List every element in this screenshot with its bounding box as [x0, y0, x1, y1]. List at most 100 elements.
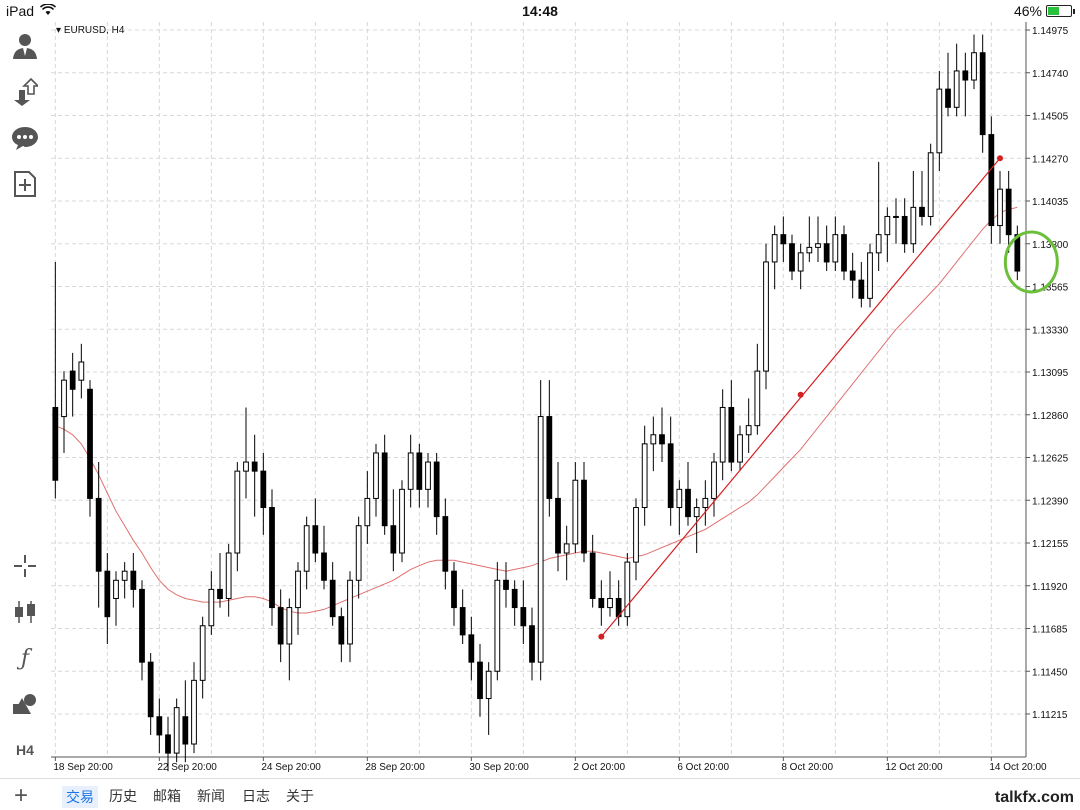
candle-body [893, 215, 899, 218]
new-order-icon[interactable] [9, 168, 41, 200]
candle-body [823, 243, 830, 263]
candle-body [121, 570, 128, 581]
highlight-circle [1003, 230, 1059, 294]
y-tick-label: 1.13095 [1032, 368, 1069, 379]
indicators-icon[interactable]: ƒ [20, 645, 30, 671]
candle-body [78, 361, 85, 381]
tab-history[interactable]: 历史 [109, 788, 137, 804]
candle-body [841, 234, 847, 272]
tab-about[interactable]: 关于 [286, 788, 314, 804]
account-icon[interactable] [9, 30, 41, 62]
candle-body [659, 434, 665, 445]
candle-body [728, 406, 735, 463]
candle-body [243, 461, 249, 472]
battery-percent: 46% [1013, 3, 1042, 19]
candle-body [693, 507, 700, 518]
y-tick-label: 1.14270 [1032, 154, 1069, 165]
candle-body [468, 634, 475, 663]
candle-body [347, 579, 353, 645]
candle-body [494, 579, 501, 672]
candle-body [407, 452, 414, 490]
candle-body [875, 234, 882, 254]
y-tick-label: 1.14740 [1032, 69, 1069, 80]
candle-body [988, 134, 995, 227]
trendline-anchor[interactable] [797, 391, 804, 398]
y-tick-label: 1.14975 [1032, 26, 1069, 37]
clock: 14:48 [522, 3, 558, 19]
y-tick-label: 1.13800 [1032, 240, 1069, 251]
timeframe-icon[interactable]: H4 [16, 742, 34, 758]
candle-body [537, 416, 544, 663]
candle-body [789, 243, 795, 272]
status-bar: iPad 14:48 46% [0, 0, 1080, 22]
candle-body [381, 452, 388, 527]
price-chart[interactable]: 1.14975 1.14740 1.14505 1.14270 1.14035 1.138… [51, 22, 1080, 776]
candle-body [754, 370, 761, 427]
bottom-tab-bar: + 交易 历史 邮箱 新闻 日志 关于 talkfx.com [0, 778, 1080, 810]
candle-body [329, 579, 336, 618]
candle-body [364, 497, 371, 527]
candle-body [962, 70, 969, 81]
candle-body [598, 597, 605, 609]
candle-body [1014, 234, 1021, 272]
candle-body [130, 570, 137, 590]
candle-body [971, 52, 977, 81]
crosshair-icon[interactable] [9, 550, 41, 582]
trade-arrows-icon[interactable] [9, 76, 41, 108]
objects-icon[interactable] [9, 688, 41, 720]
candle-body [910, 206, 917, 245]
trendline-anchor[interactable] [997, 155, 1003, 162]
candle-body [858, 279, 865, 299]
candle-body [953, 70, 960, 108]
candle-body [529, 625, 535, 663]
y-tick-label: 1.14035 [1032, 197, 1069, 208]
candle-body [477, 661, 483, 700]
candle-body [156, 716, 163, 736]
chart-area[interactable]: 1.14975 1.14740 1.14505 1.14270 1.14035 1.138… [51, 22, 1080, 776]
candle-body [719, 406, 726, 463]
wifi-icon [39, 3, 57, 19]
candle-body [806, 246, 813, 254]
candle-body [52, 406, 59, 481]
tab-news[interactable]: 新闻 [197, 788, 225, 804]
candle-body [234, 470, 241, 554]
chart-type-icon[interactable] [9, 596, 41, 628]
y-tick-label: 1.13330 [1032, 325, 1069, 336]
candle-body [945, 88, 951, 108]
candle-body [303, 525, 310, 572]
tab-journal[interactable]: 日志 [242, 788, 270, 804]
y-tick-label: 1.12390 [1032, 496, 1069, 507]
candle-body [61, 379, 67, 418]
candle-body [416, 452, 423, 490]
moving-average-line [55, 206, 1018, 614]
candle-body [173, 707, 180, 754]
candle-body [780, 234, 787, 245]
x-tick-label: 2 Oct 20:00 [573, 762, 625, 773]
candle-body [459, 607, 466, 636]
candle-body [113, 579, 119, 599]
chat-icon[interactable] [9, 122, 41, 154]
y-tick-label: 1.12860 [1032, 411, 1069, 422]
candle-body [260, 470, 267, 509]
x-tick-label: 18 Sep 20:00 [53, 762, 113, 773]
x-tick-label: 22 Sep 20:00 [157, 762, 217, 773]
watermark: talkfx.com [994, 789, 1074, 806]
x-tick-label: 8 Oct 20:00 [781, 762, 833, 773]
trendline-anchor[interactable] [598, 633, 605, 640]
candle-body [503, 579, 509, 590]
candle-body [702, 497, 709, 509]
add-icon[interactable]: + [14, 782, 29, 809]
candle-body [182, 716, 189, 745]
candle-body [737, 434, 743, 463]
tab-trade[interactable]: 交易 [62, 786, 98, 808]
candle-body [485, 670, 492, 700]
candle-body [797, 252, 804, 272]
candle-body [165, 734, 171, 754]
candle-body [208, 588, 215, 627]
candle-body [607, 597, 613, 609]
tab-mailbox[interactable]: 邮箱 [153, 788, 181, 804]
symbol-label[interactable]: ▾ EURUSD, H4 [56, 25, 125, 36]
candle-body [442, 516, 449, 572]
candle-body [667, 443, 674, 509]
candle-body [650, 434, 657, 445]
